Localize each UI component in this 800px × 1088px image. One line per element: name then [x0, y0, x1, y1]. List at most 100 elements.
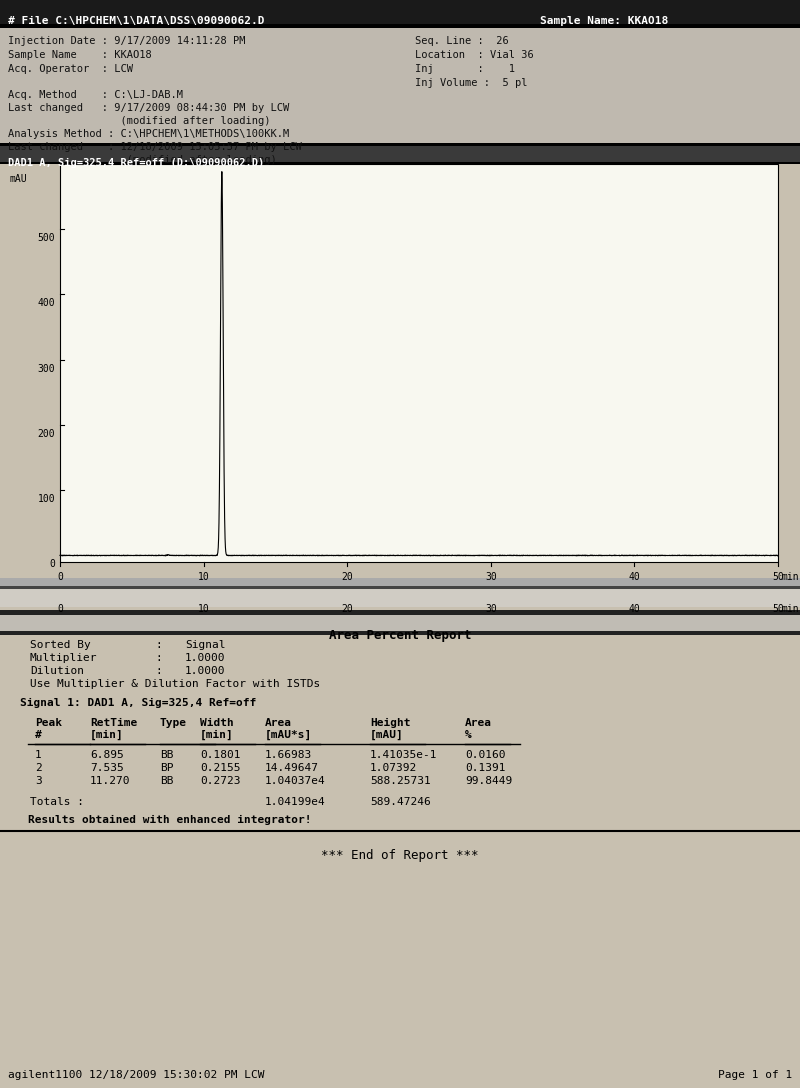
Text: 40: 40 [629, 604, 640, 614]
Text: Results obtained with enhanced integrator!: Results obtained with enhanced integrato… [28, 815, 311, 825]
Text: 1.41035e-1: 1.41035e-1 [370, 750, 438, 761]
Text: #: # [35, 730, 42, 740]
Text: 20: 20 [342, 572, 353, 582]
Text: BP: BP [160, 763, 174, 772]
Text: Signal 1: DAD1 A, Sig=325,4 Ref=off: Signal 1: DAD1 A, Sig=325,4 Ref=off [20, 698, 256, 708]
Text: Area: Area [465, 718, 492, 728]
Text: 500: 500 [38, 233, 55, 244]
Text: [mAU*s]: [mAU*s] [265, 730, 312, 740]
Text: 10: 10 [198, 604, 210, 614]
Text: 20: 20 [342, 604, 353, 614]
Bar [0, 610, 800, 615]
Text: Multiplier: Multiplier [30, 653, 98, 663]
Text: RetTime: RetTime [90, 718, 138, 728]
Text: 1: 1 [35, 750, 42, 761]
Text: Use Multiplier & Dilution Factor with ISTDs: Use Multiplier & Dilution Factor with IS… [30, 679, 320, 689]
Text: *** End of Report ***: *** End of Report *** [322, 849, 478, 862]
Text: 14.49647: 14.49647 [265, 763, 319, 772]
Text: 2: 2 [35, 763, 42, 772]
Text: 99.8449: 99.8449 [465, 776, 512, 786]
Bar [0, 615, 800, 631]
Text: 1.0000: 1.0000 [185, 666, 226, 676]
Text: Analysis Method : C:\HPCHEM\1\METHODS\100KK.M: Analysis Method : C:\HPCHEM\1\METHODS\10… [8, 129, 290, 139]
Text: Signal: Signal [185, 640, 226, 650]
Text: 1.0000: 1.0000 [185, 653, 226, 663]
Text: DAD1 A, Sig=325,4 Ref=off (D:\09090062.D): DAD1 A, Sig=325,4 Ref=off (D:\09090062.D… [8, 158, 264, 168]
Bar [60, 164, 778, 562]
Text: [min]: [min] [200, 730, 234, 740]
Text: Sample Name: KKAO18: Sample Name: KKAO18 [540, 16, 668, 26]
Text: (modified after loading): (modified after loading) [8, 116, 270, 126]
Text: Page 1 of 1: Page 1 of 1 [718, 1070, 792, 1080]
Text: Acq. Method    : C:\LJ-DAB.M: Acq. Method : C:\LJ-DAB.M [8, 90, 183, 100]
Text: 50: 50 [772, 572, 784, 582]
Text: %: % [465, 730, 472, 740]
Text: 1.04037e4: 1.04037e4 [265, 776, 326, 786]
Text: 100: 100 [38, 494, 55, 504]
Bar [0, 589, 800, 607]
Bar [0, 0, 800, 24]
Text: 300: 300 [38, 363, 55, 374]
Text: 7.535: 7.535 [90, 763, 124, 772]
Text: Area Percent Report: Area Percent Report [329, 629, 471, 642]
Text: [min]: [min] [90, 730, 124, 740]
Text: 200: 200 [38, 429, 55, 438]
Bar [0, 631, 800, 635]
Text: 0: 0 [57, 572, 63, 582]
Text: 50: 50 [772, 604, 784, 614]
Text: Sample Name    : KKAO18: Sample Name : KKAO18 [8, 50, 152, 60]
Text: # File C:\HPCHEM\1\DATA\DSS\09090062.D: # File C:\HPCHEM\1\DATA\DSS\09090062.D [8, 16, 265, 26]
Text: Peak: Peak [35, 718, 62, 728]
Text: min: min [781, 572, 798, 582]
Text: 400: 400 [38, 298, 55, 309]
Text: 0: 0 [57, 604, 63, 614]
Text: Inj Volume :  5 pl: Inj Volume : 5 pl [415, 78, 527, 88]
Text: 40: 40 [629, 572, 640, 582]
Text: 11.270: 11.270 [90, 776, 130, 786]
Text: [mAU]: [mAU] [370, 730, 404, 740]
Text: 0.1391: 0.1391 [465, 763, 506, 772]
Text: Dilution: Dilution [30, 666, 84, 676]
Text: BB: BB [160, 776, 174, 786]
Bar [0, 162, 800, 164]
Text: BB: BB [160, 750, 174, 761]
Text: 3: 3 [35, 776, 42, 786]
Text: Injection Date : 9/17/2009 14:11:28 PM: Injection Date : 9/17/2009 14:11:28 PM [8, 36, 246, 46]
Text: Type: Type [160, 718, 187, 728]
Text: 0.0160: 0.0160 [465, 750, 506, 761]
Text: Sorted By: Sorted By [30, 640, 90, 650]
Bar [0, 24, 800, 28]
Text: Last changed   : 9/17/2009 08:44:30 PM by LCW: Last changed : 9/17/2009 08:44:30 PM by … [8, 103, 290, 113]
Text: 588.25731: 588.25731 [370, 776, 430, 786]
Text: 0: 0 [49, 559, 55, 569]
Text: Seq. Line :  26: Seq. Line : 26 [415, 36, 509, 46]
Text: 0.2723: 0.2723 [200, 776, 241, 786]
Text: mAU: mAU [10, 174, 28, 184]
Text: Last changed    : 12/18/2009 15:05:57 PM by LCW: Last changed : 12/18/2009 15:05:57 PM by… [8, 143, 302, 152]
Text: agilent1100 12/18/2009 15:30:02 PM LCW: agilent1100 12/18/2009 15:30:02 PM LCW [8, 1070, 265, 1080]
Bar [0, 28, 800, 143]
Text: Acq. Operator  : LCW: Acq. Operator : LCW [8, 64, 133, 74]
Text: Width: Width [200, 718, 234, 728]
Text: 6.895: 6.895 [90, 750, 124, 761]
Bar [0, 586, 800, 589]
Bar [0, 578, 800, 586]
Text: 1.07392: 1.07392 [370, 763, 418, 772]
Text: (modified after loading): (modified after loading) [8, 154, 277, 165]
Text: Area: Area [265, 718, 292, 728]
Text: min: min [781, 604, 798, 614]
Text: 589.47246: 589.47246 [370, 798, 430, 807]
Text: 30: 30 [485, 572, 497, 582]
Text: 10: 10 [198, 572, 210, 582]
Bar [0, 146, 800, 162]
Text: Height: Height [370, 718, 410, 728]
Bar [0, 143, 800, 146]
Text: 0.2155: 0.2155 [200, 763, 241, 772]
Text: 1.04199e4: 1.04199e4 [265, 798, 326, 807]
Text: Inj       :    1: Inj : 1 [415, 64, 515, 74]
Text: :: : [155, 666, 162, 676]
Text: :: : [155, 653, 162, 663]
Text: 0.1801: 0.1801 [200, 750, 241, 761]
Text: Totals :: Totals : [30, 798, 84, 807]
Text: 30: 30 [485, 604, 497, 614]
